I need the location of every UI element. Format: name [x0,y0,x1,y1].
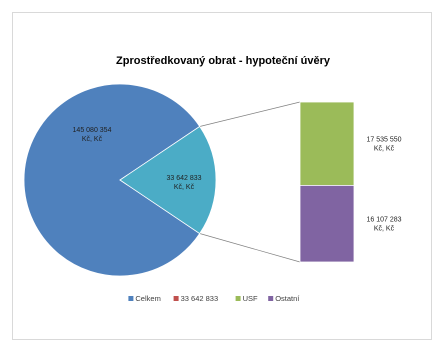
data-labels: 145 080 354 Kč, Kč 33 642 833 Kč, Kč 17 535 … [73,127,402,233]
legend-label-2: USF [243,294,258,303]
label-celkem-line-1: Kč, Kč [82,136,103,143]
legend-swatch-3 [268,296,274,301]
label-celkem-line-0: 145 080 354 [73,127,112,134]
connector-line-top [199,101,301,127]
pie-slice-celkem [23,83,201,277]
legend-swatch-1 [173,296,179,301]
pie-slice-breakout [119,125,217,235]
label-ostatni-line-0: 16 107 283 [366,217,401,224]
bar-segment-1 [299,184,355,263]
connector-line-bottom [199,233,301,263]
label-usf-line-0: 17 535 550 [366,137,401,144]
legend-item-0: Celkem [128,294,161,303]
legend-label-1: 33 642 833 [181,294,219,303]
legend-label-3: Ostatní [275,294,300,303]
label-usf-line-1: Kč, Kč [374,146,395,153]
label-breakout-line-0: 33 642 833 [166,175,201,182]
bar-segment-0 [299,101,355,186]
pie [23,83,217,277]
legend-item-2: USF [235,294,258,303]
label-ostatni-line-1: Kč, Kč [374,226,395,233]
legend: Celkem 33 642 833 USF Ostatní [128,294,300,303]
breakdown-bar [299,101,355,263]
chart-title: Zprostředkovaný obrat - hypoteční úvěry [116,55,331,67]
connector-lines [199,101,301,263]
legend-swatch-0 [128,296,134,301]
legend-swatch-2 [235,296,241,301]
legend-item-1: 33 642 833 [173,294,219,303]
legend-item-3: Ostatní [268,294,300,303]
label-breakout-line-1: Kč, Kč [174,184,195,191]
legend-label-0: Celkem [135,294,160,303]
